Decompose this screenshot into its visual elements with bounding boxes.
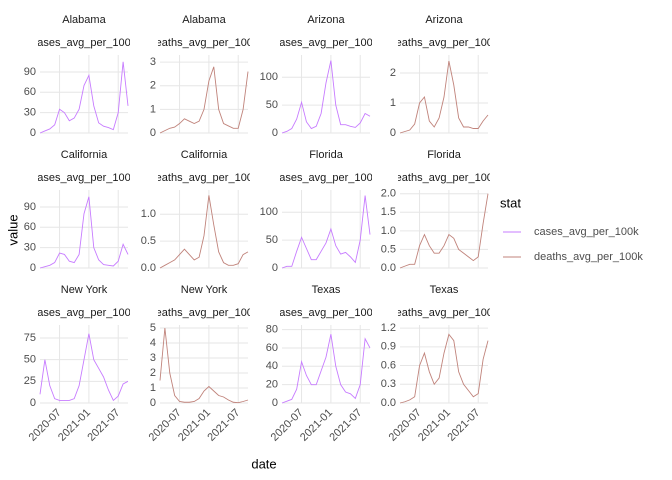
strip-title: Arizona	[425, 14, 463, 26]
y-tick-label: 50	[266, 234, 278, 246]
x-tick-label: 2021-07	[85, 407, 122, 444]
y-tick-label: 0.0	[381, 262, 396, 274]
y-tick-label: 60	[24, 86, 36, 98]
data-line	[399, 193, 489, 269]
y-tick-label: 2	[150, 367, 156, 379]
y-tick-label: 0	[272, 127, 278, 139]
y-tick-label: 0	[390, 127, 396, 139]
strip-subtitle: deaths_avg_per_100k	[150, 172, 259, 184]
strip-title: New York	[181, 284, 228, 296]
strip-title: California	[181, 149, 228, 161]
y-tick-label: 5	[150, 322, 156, 334]
y-tick-label: 3	[150, 352, 156, 364]
strip-title: Florida	[309, 149, 344, 161]
y-tick-label: 0	[150, 397, 156, 409]
y-tick-label: 30	[24, 242, 36, 254]
data-line	[159, 195, 249, 269]
y-tick-label: 3	[150, 56, 156, 68]
legend-title: stat	[500, 195, 521, 210]
x-tick-label: 2021-07	[327, 407, 364, 444]
strip-title: Florida	[427, 149, 462, 161]
y-tick-label: 0.0	[141, 262, 156, 274]
data-line	[281, 334, 371, 404]
y-tick-label: 0	[30, 262, 36, 274]
data-line	[399, 60, 489, 134]
y-tick-label: 20	[266, 379, 278, 391]
y-tick-label: 40	[266, 360, 278, 372]
y-tick-label: 0	[30, 397, 36, 409]
y-tick-label: 0	[272, 262, 278, 274]
strip-subtitle: cases_avg_per_100k	[274, 307, 379, 319]
strip-subtitle: deaths_avg_per_100k	[150, 37, 259, 49]
data-line	[39, 61, 129, 134]
strip-subtitle: cases_avg_per_100k	[32, 307, 137, 319]
y-tick-label: 90	[24, 66, 36, 78]
y-tick-label: 1	[390, 97, 396, 109]
y-tick-label: 50	[266, 99, 278, 111]
strip-title: New York	[61, 284, 108, 296]
strip-title: Texas	[312, 284, 341, 296]
y-tick-label: 2	[150, 80, 156, 92]
strip-subtitle: deaths_avg_per_100k	[150, 307, 259, 319]
strip-subtitle: cases_avg_per_100k	[32, 172, 137, 184]
strip-title: California	[61, 149, 108, 161]
x-axis-title: date	[251, 456, 276, 471]
strip-subtitle: cases_avg_per_100k	[274, 172, 379, 184]
y-tick-label: 50	[24, 354, 36, 366]
strip-subtitle: cases_avg_per_100k	[32, 37, 137, 49]
data-line	[159, 327, 249, 404]
strip-subtitle: deaths_avg_per_100k	[390, 172, 499, 184]
y-tick-label: 100	[260, 206, 278, 218]
y-tick-label: 60	[24, 221, 36, 233]
y-tick-label: 0	[30, 127, 36, 139]
y-tick-label: 25	[24, 375, 36, 387]
strip-title: Alabama	[182, 14, 226, 26]
y-tick-label: 75	[24, 332, 36, 344]
y-tick-label: 2.0	[381, 188, 396, 200]
x-tick-label: 2021-07	[205, 407, 242, 444]
data-line	[39, 333, 129, 402]
strip-subtitle: deaths_avg_per_100k	[390, 307, 499, 319]
y-tick-label: 1	[150, 103, 156, 115]
strip-title: Alabama	[62, 14, 106, 26]
data-line	[281, 195, 371, 269]
y-tick-label: 0.9	[381, 341, 396, 353]
y-tick-label: 4	[150, 337, 156, 349]
y-tick-label: 1	[150, 382, 156, 394]
strip-subtitle: deaths_avg_per_100k	[390, 37, 499, 49]
data-line	[281, 60, 371, 134]
strip-title: Texas	[430, 284, 459, 296]
strip-subtitle: cases_avg_per_100k	[274, 37, 379, 49]
x-tick-label: 2021-07	[445, 407, 482, 444]
y-tick-label: 60	[266, 342, 278, 354]
y-tick-label: 1.0	[381, 225, 396, 237]
strip-title: Arizona	[307, 14, 345, 26]
y-axis-title: value	[5, 214, 20, 245]
y-tick-label: 0.5	[381, 243, 396, 255]
y-tick-label: 2	[390, 67, 396, 79]
data-line	[39, 196, 129, 269]
y-tick-label: 80	[266, 323, 278, 335]
y-tick-label: 0.5	[141, 235, 156, 247]
data-line	[159, 66, 249, 134]
y-tick-label: 0.6	[381, 359, 396, 371]
y-tick-label: 1.5	[381, 206, 396, 218]
y-tick-label: 0	[272, 397, 278, 409]
y-tick-label: 30	[24, 107, 36, 119]
y-tick-label: 100	[260, 71, 278, 83]
y-tick-label: 0	[150, 127, 156, 139]
y-tick-label: 90	[24, 201, 36, 213]
legend-label: cases_avg_per_100k	[534, 226, 639, 238]
y-tick-label: 1.0	[141, 208, 156, 220]
y-tick-label: 0.0	[381, 397, 396, 409]
legend-label: deaths_avg_per_100k	[534, 251, 643, 263]
y-tick-label: 0.3	[381, 378, 396, 390]
data-line	[399, 333, 489, 404]
y-tick-label: 1.2	[381, 322, 396, 334]
